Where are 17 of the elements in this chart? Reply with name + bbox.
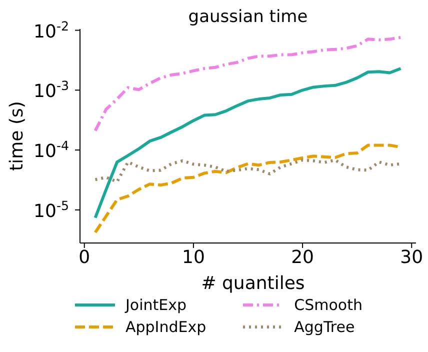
y-tick-label: 10$^{-5}$ xyxy=(34,197,69,222)
legend-label: JointExp xyxy=(126,296,187,314)
x-tick-label: 20 xyxy=(291,246,314,268)
x-tick-label: 30 xyxy=(400,246,424,268)
line-series xyxy=(94,36,402,132)
legend-label: AggTree xyxy=(294,318,355,336)
y-tick-label: 10$^{-4}$ xyxy=(34,138,69,162)
legend-label: AppIndExp xyxy=(126,318,206,336)
y-tick-label: 10$^{-3}$ xyxy=(34,78,69,102)
x-axis-title: # quantiles xyxy=(200,273,306,294)
x-tick-label: 0 xyxy=(78,246,90,268)
y-axis-title: time (s) xyxy=(6,101,28,171)
line-series xyxy=(94,66,402,220)
chart-title: gaussian time xyxy=(188,7,308,27)
y-tick-label: 10$^{-2}$ xyxy=(34,18,69,42)
legend-label: CSmooth xyxy=(294,296,362,314)
x-tick-label: 10 xyxy=(182,246,205,268)
